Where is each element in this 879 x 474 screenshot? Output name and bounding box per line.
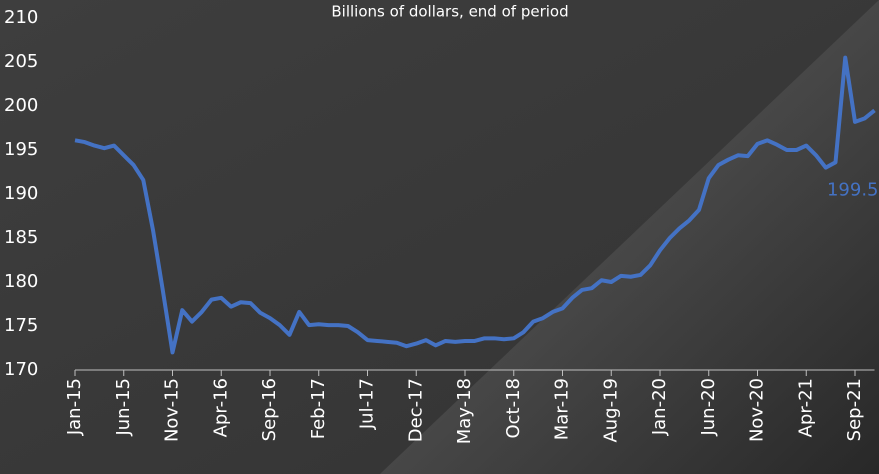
x-tick-label: Nov-15 xyxy=(162,378,183,442)
x-tick-label: May-18 xyxy=(454,378,475,444)
data-line xyxy=(74,55,876,355)
x-tick-label: Mar-19 xyxy=(552,378,573,440)
y-tick-label: 175 xyxy=(4,315,38,336)
x-tick-label: Dec-17 xyxy=(405,378,426,442)
x-tick-label: Oct-18 xyxy=(503,378,524,439)
x-tick-label: Jan-20 xyxy=(649,378,670,436)
x-tick-label: Aug-19 xyxy=(600,378,621,443)
x-tick-label: Jan-15 xyxy=(64,378,85,436)
y-tick-label: 195 xyxy=(4,139,38,160)
x-tick-label: Sep-21 xyxy=(844,378,865,441)
data-label: 199.5 xyxy=(827,179,879,200)
y-tick-label: 190 xyxy=(4,183,38,204)
x-tick-label: Jul-17 xyxy=(357,378,378,430)
x-tick-label: Apr-16 xyxy=(210,378,231,437)
y-tick-label: 210 xyxy=(4,7,38,28)
y-tick-label: 200 xyxy=(4,95,38,116)
x-tick-label: Jun-20 xyxy=(698,378,719,437)
background-image xyxy=(380,0,879,474)
x-tick-label: Nov-20 xyxy=(747,378,768,442)
chart-subtitle: Billions of dollars, end of period xyxy=(331,3,568,21)
x-tick-label: Apr-21 xyxy=(795,378,816,437)
x-tick-label: Feb-17 xyxy=(308,378,329,439)
y-tick-label: 205 xyxy=(4,51,38,72)
y-tick-label: 185 xyxy=(4,227,38,248)
y-tick-label: 170 xyxy=(4,359,38,380)
x-tick-label: Jun-15 xyxy=(113,378,134,437)
y-tick-label: 180 xyxy=(4,271,38,292)
x-tick-label: Sep-16 xyxy=(259,378,280,441)
